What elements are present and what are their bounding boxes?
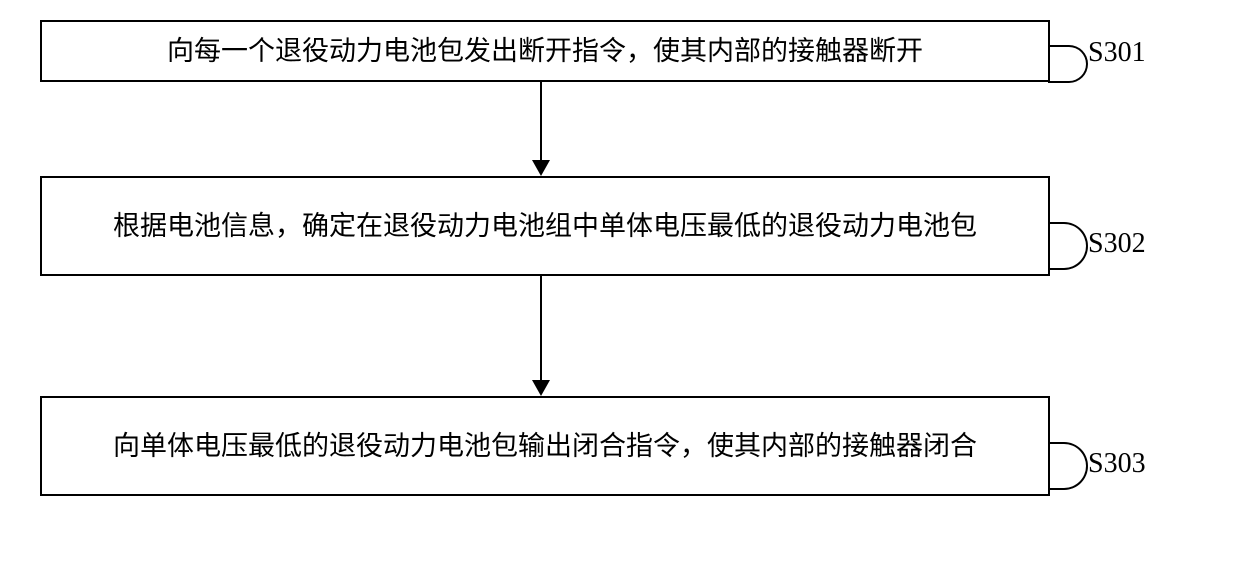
step-row-s303: 向单体电压最低的退役动力电池包输出闭合指令，使其内部的接触器闭合 S303	[40, 396, 1200, 496]
arrow-s302-s303	[540, 276, 550, 396]
step-text: 根据电池信息，确定在退役动力电池组中单体电压最低的退役动力电池包	[113, 206, 977, 247]
step-text: 向单体电压最低的退役动力电池包输出闭合指令，使其内部的接触器闭合	[113, 426, 977, 467]
label-curve	[1048, 442, 1088, 490]
arrow-s301-s302	[540, 82, 550, 176]
arrow-head-icon	[532, 380, 550, 396]
step-box-s303: 向单体电压最低的退役动力电池包输出闭合指令，使其内部的接触器闭合	[40, 396, 1050, 496]
step-row-s302: 根据电池信息，确定在退役动力电池组中单体电压最低的退役动力电池包 S302	[40, 176, 1200, 276]
arrow-line	[540, 276, 542, 380]
step-row-s301: 向每一个退役动力电池包发出断开指令，使其内部的接触器断开 S301	[40, 20, 1200, 82]
flowchart-container: 向每一个退役动力电池包发出断开指令，使其内部的接触器断开 S301 根据电池信息…	[40, 20, 1200, 496]
step-text: 向每一个退役动力电池包发出断开指令，使其内部的接触器断开	[167, 31, 923, 72]
step-box-s301: 向每一个退役动力电池包发出断开指令，使其内部的接触器断开	[40, 20, 1050, 82]
step-label-s303: S303	[1088, 448, 1146, 480]
step-label-s302: S302	[1088, 228, 1146, 260]
step-box-s302: 根据电池信息，确定在退役动力电池组中单体电压最低的退役动力电池包	[40, 176, 1050, 276]
label-curve	[1048, 222, 1088, 270]
arrow-head-icon	[532, 160, 550, 176]
arrow-line	[540, 82, 542, 160]
label-curve	[1048, 45, 1088, 83]
step-label-s301: S301	[1088, 37, 1146, 69]
